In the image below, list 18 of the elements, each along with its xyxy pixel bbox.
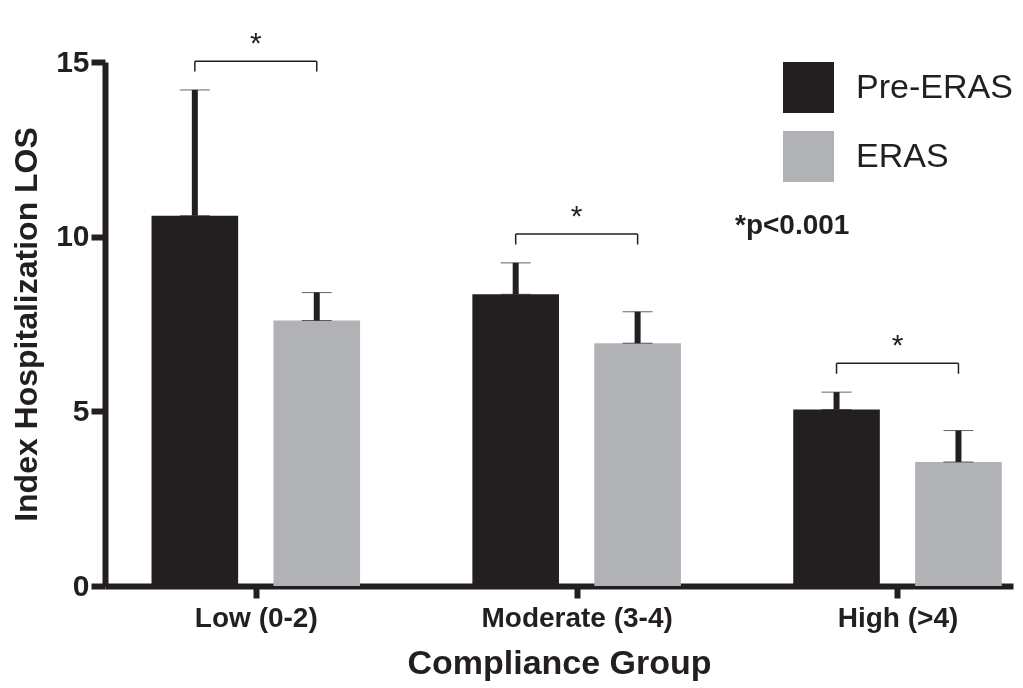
y-tick-label: 5 [72,393,90,427]
bar [273,320,361,586]
y-axis-title: Index Hospitalization LOS [8,127,45,522]
x-tick-label: Moderate (3-4) [481,601,673,633]
text: * [249,26,262,60]
x-tick-label: High (>4) [837,601,959,633]
legend-label: Pre-ERAS [856,66,1013,105]
y-tick-label: 15 [56,44,90,78]
y-tick-label: 10 [56,219,90,253]
annotation: * [570,199,583,233]
annotation: *p<0.001 [735,209,850,240]
x-axis-title: Compliance Group [407,642,712,681]
y-tick-label: 0 [72,568,90,602]
annotation: * [891,328,904,362]
legend-label: ERAS [856,135,949,174]
bar [594,343,681,586]
bar [915,461,1002,586]
x-tick-label: Low (0-2) [194,601,318,633]
